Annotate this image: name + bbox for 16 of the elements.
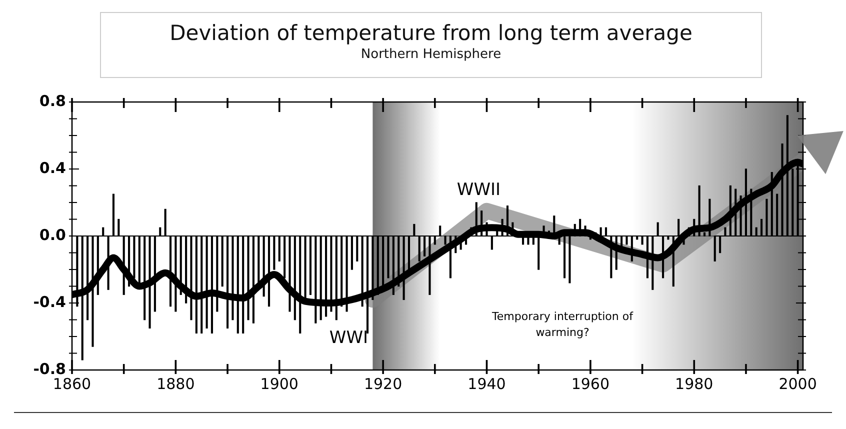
y-tick-label: 0.8 <box>39 92 66 110</box>
x-tick-label: 1880 <box>156 374 195 393</box>
annotation: WWI <box>329 328 368 348</box>
chart-title: Deviation of temperature from long term average <box>168 21 694 45</box>
annotation: Temporary interruption of warming? <box>491 310 634 339</box>
y-tick-label: 0.0 <box>39 226 66 244</box>
y-tick-label: -0.4 <box>33 292 66 311</box>
x-tick-label: 2000 <box>778 374 817 393</box>
x-tick-label: 1900 <box>260 374 298 393</box>
annotation: WWII <box>456 180 501 200</box>
y-tick-label: 0.4 <box>39 158 66 177</box>
x-tick-label: 1920 <box>364 374 402 393</box>
x-tick-label: 1960 <box>571 374 610 393</box>
chart-subtitle: Northern Hemisphere <box>360 47 502 62</box>
x-tick-label: 1980 <box>675 374 714 393</box>
x-tick-label: 1940 <box>468 374 506 393</box>
